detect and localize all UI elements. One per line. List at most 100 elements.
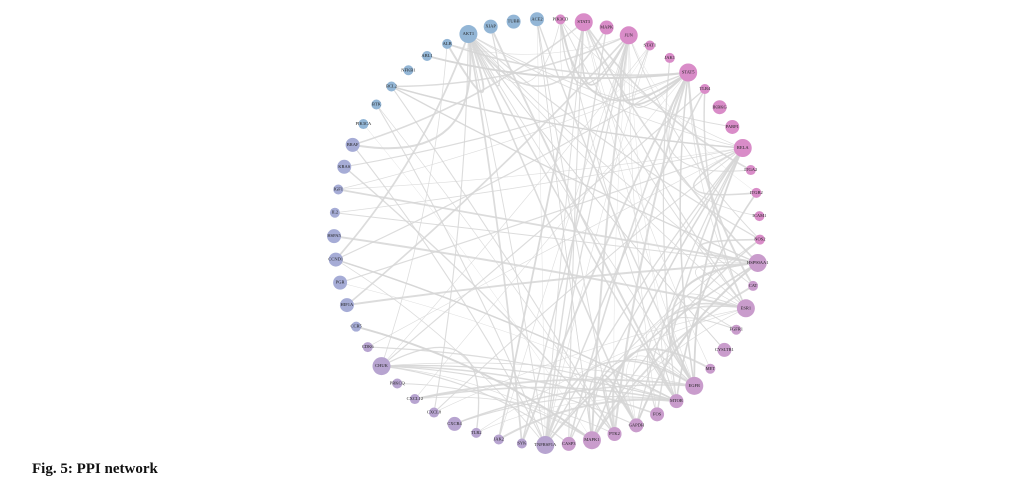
node-label: PARP1 [726,124,739,129]
node [754,234,765,245]
edge [693,147,744,386]
edge [381,365,658,416]
edge [536,19,546,445]
node-label: PTK2 [609,431,620,436]
node [422,50,433,61]
edge [454,384,695,425]
node-label: CXCR4 [447,421,462,426]
node [447,416,462,431]
edge [414,72,689,400]
node [712,100,727,115]
edge [591,147,743,441]
node-label: GAPDH [629,422,645,427]
edge [414,386,677,402]
network: ACE2 PIK3CD STAT3 MAPK JUN STAT1 JAK1 STAT5 TLR4… [327,12,769,454]
node [429,407,440,418]
edge [335,72,689,261]
node-label: BCL2 [386,84,397,89]
node [329,207,340,218]
node-label: ICAM1 [752,213,766,218]
edge [583,22,711,369]
edge [397,382,593,441]
edge [583,21,752,171]
node-label: HSP90AA1 [747,260,769,265]
node [345,137,360,152]
edge [581,22,630,86]
node [748,280,759,291]
node [333,184,344,195]
edge [340,282,677,402]
edge [620,35,689,105]
node [669,394,684,409]
node [459,25,478,44]
node [371,99,382,110]
node-label: XIAP [485,24,496,29]
node-label: TNFRSF1A [534,442,557,447]
edge [695,261,758,309]
node-label: PIK3CD [553,16,570,21]
node [748,253,767,272]
node [386,81,397,92]
node-label: TLR4 [699,86,710,91]
node-label: KRAS [338,164,351,169]
node [644,40,655,51]
edge [544,27,608,446]
node [337,159,352,174]
node [536,435,555,454]
edge [381,346,480,433]
node-label: ACE2 [531,16,542,21]
node [736,299,755,318]
edge [559,19,677,402]
node [493,434,504,445]
node [471,427,482,438]
node-label: STAT3 [577,19,590,24]
node-label: NFKB1 [401,67,415,72]
edge [591,285,754,441]
node [372,357,391,376]
node-label: ITGA2 [744,167,757,172]
edge [381,365,570,445]
edge [367,346,677,402]
edge [544,147,744,446]
node-label: TUBB [508,19,520,24]
node-label: CXCL8 [427,410,442,415]
edge [559,19,689,101]
node [599,20,614,35]
node [699,83,710,94]
node-label: CYSLTR1 [715,347,734,352]
edge [559,19,630,85]
edge [468,33,754,287]
node [362,342,373,353]
node [679,63,698,82]
edge [656,147,744,415]
edge [426,55,689,80]
edge [414,396,615,435]
node-label: RELA [737,145,749,150]
edge [338,72,689,190]
edge [628,35,677,402]
edge [635,262,759,426]
node [751,187,762,198]
edge [632,45,689,109]
edge [391,34,630,88]
edge [687,72,754,287]
node-label: MAPK1 [584,437,599,442]
node-label: ITGB2 [750,190,763,195]
node [555,14,566,25]
node [754,211,765,222]
edge [568,147,744,445]
node-label: STAT5 [682,70,695,75]
edge [467,27,608,87]
edge [468,33,743,149]
edge [352,21,585,146]
node [725,119,740,134]
node [506,14,521,29]
node-label: CDK6 [362,344,375,349]
node [351,321,362,332]
node-label: PGR [336,280,345,285]
node-label: IGF1 [334,187,344,192]
edge [498,398,677,441]
node [650,407,665,422]
node-label: PRKCQ [390,381,406,386]
